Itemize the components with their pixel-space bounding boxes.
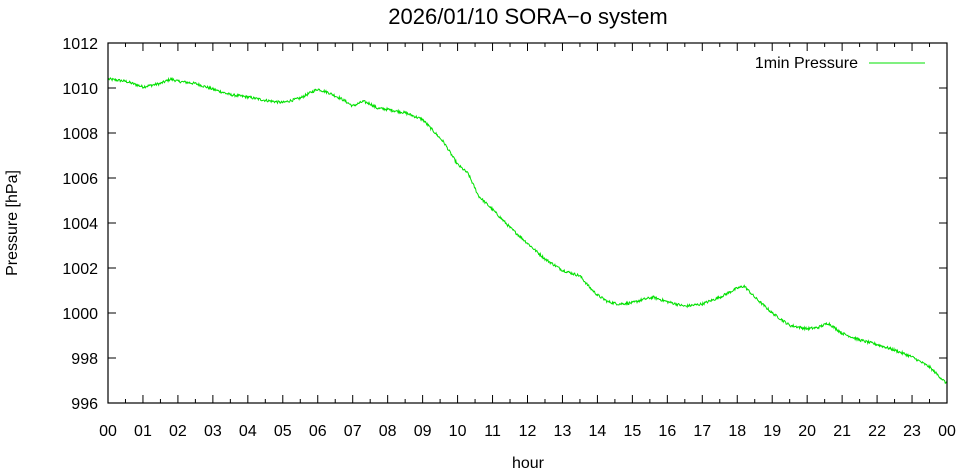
x-tick-label: 18 <box>728 423 746 440</box>
x-tick-label: 12 <box>519 423 537 440</box>
legend-label-1min-pressure: 1min Pressure <box>755 55 858 72</box>
x-axis-label: hour <box>512 455 545 471</box>
y-axis-label: Pressure [hPa] <box>4 170 21 276</box>
legend: 1min Pressure <box>755 55 925 72</box>
x-tick-label: 11 <box>484 423 501 440</box>
x-tick-label: 13 <box>554 423 572 440</box>
x-tick-label: 01 <box>134 423 152 440</box>
x-tick-label: 15 <box>623 423 641 440</box>
y-tick-label: 1000 <box>62 306 98 323</box>
x-tick-label: 05 <box>274 423 292 440</box>
y-tick-label: 1008 <box>62 126 98 143</box>
x-tick-label: 00 <box>99 423 117 440</box>
series-line-1min-pressure <box>107 76 948 385</box>
x-tick-label: 03 <box>204 423 222 440</box>
y-tick-label: 1010 <box>62 81 98 98</box>
y-tick-label: 1004 <box>62 216 98 233</box>
y-tick-label: 1006 <box>62 171 98 188</box>
plot-frame <box>107 42 948 404</box>
x-tick-label: 02 <box>169 423 187 440</box>
y-tick-label: 1002 <box>62 261 98 278</box>
x-tick-label: 00 <box>938 423 956 440</box>
x-tick-label: 04 <box>239 423 257 440</box>
x-tick-label: 06 <box>309 423 327 440</box>
tick-labels: 00 01 02 03 04 05 06 07 08 09 10 11 12 13 14 15 16 17 18 19… <box>62 36 956 440</box>
chart-title: 2026/01/10 SORA−o system <box>388 4 667 29</box>
y-tick-label: 998 <box>71 351 98 368</box>
x-tick-label: 17 <box>693 423 711 440</box>
x-tick-label: 23 <box>903 423 921 440</box>
series-layer <box>107 76 948 385</box>
x-tick-label: 16 <box>658 423 676 440</box>
x-tick-label: 22 <box>868 423 886 440</box>
x-tick-label: 07 <box>344 423 362 440</box>
x-tick-label: 10 <box>449 423 467 440</box>
x-tick-label: 20 <box>798 423 816 440</box>
x-tick-label: 08 <box>379 423 397 440</box>
y-tick-label: 1012 <box>62 36 98 53</box>
x-tick-label: 19 <box>763 423 781 440</box>
x-tick-label: 21 <box>833 423 851 440</box>
x-tick-label: 14 <box>589 423 607 440</box>
x-tick-label: 09 <box>414 423 432 440</box>
y-tick-label: 996 <box>71 396 98 413</box>
axis-ticks <box>107 42 948 404</box>
